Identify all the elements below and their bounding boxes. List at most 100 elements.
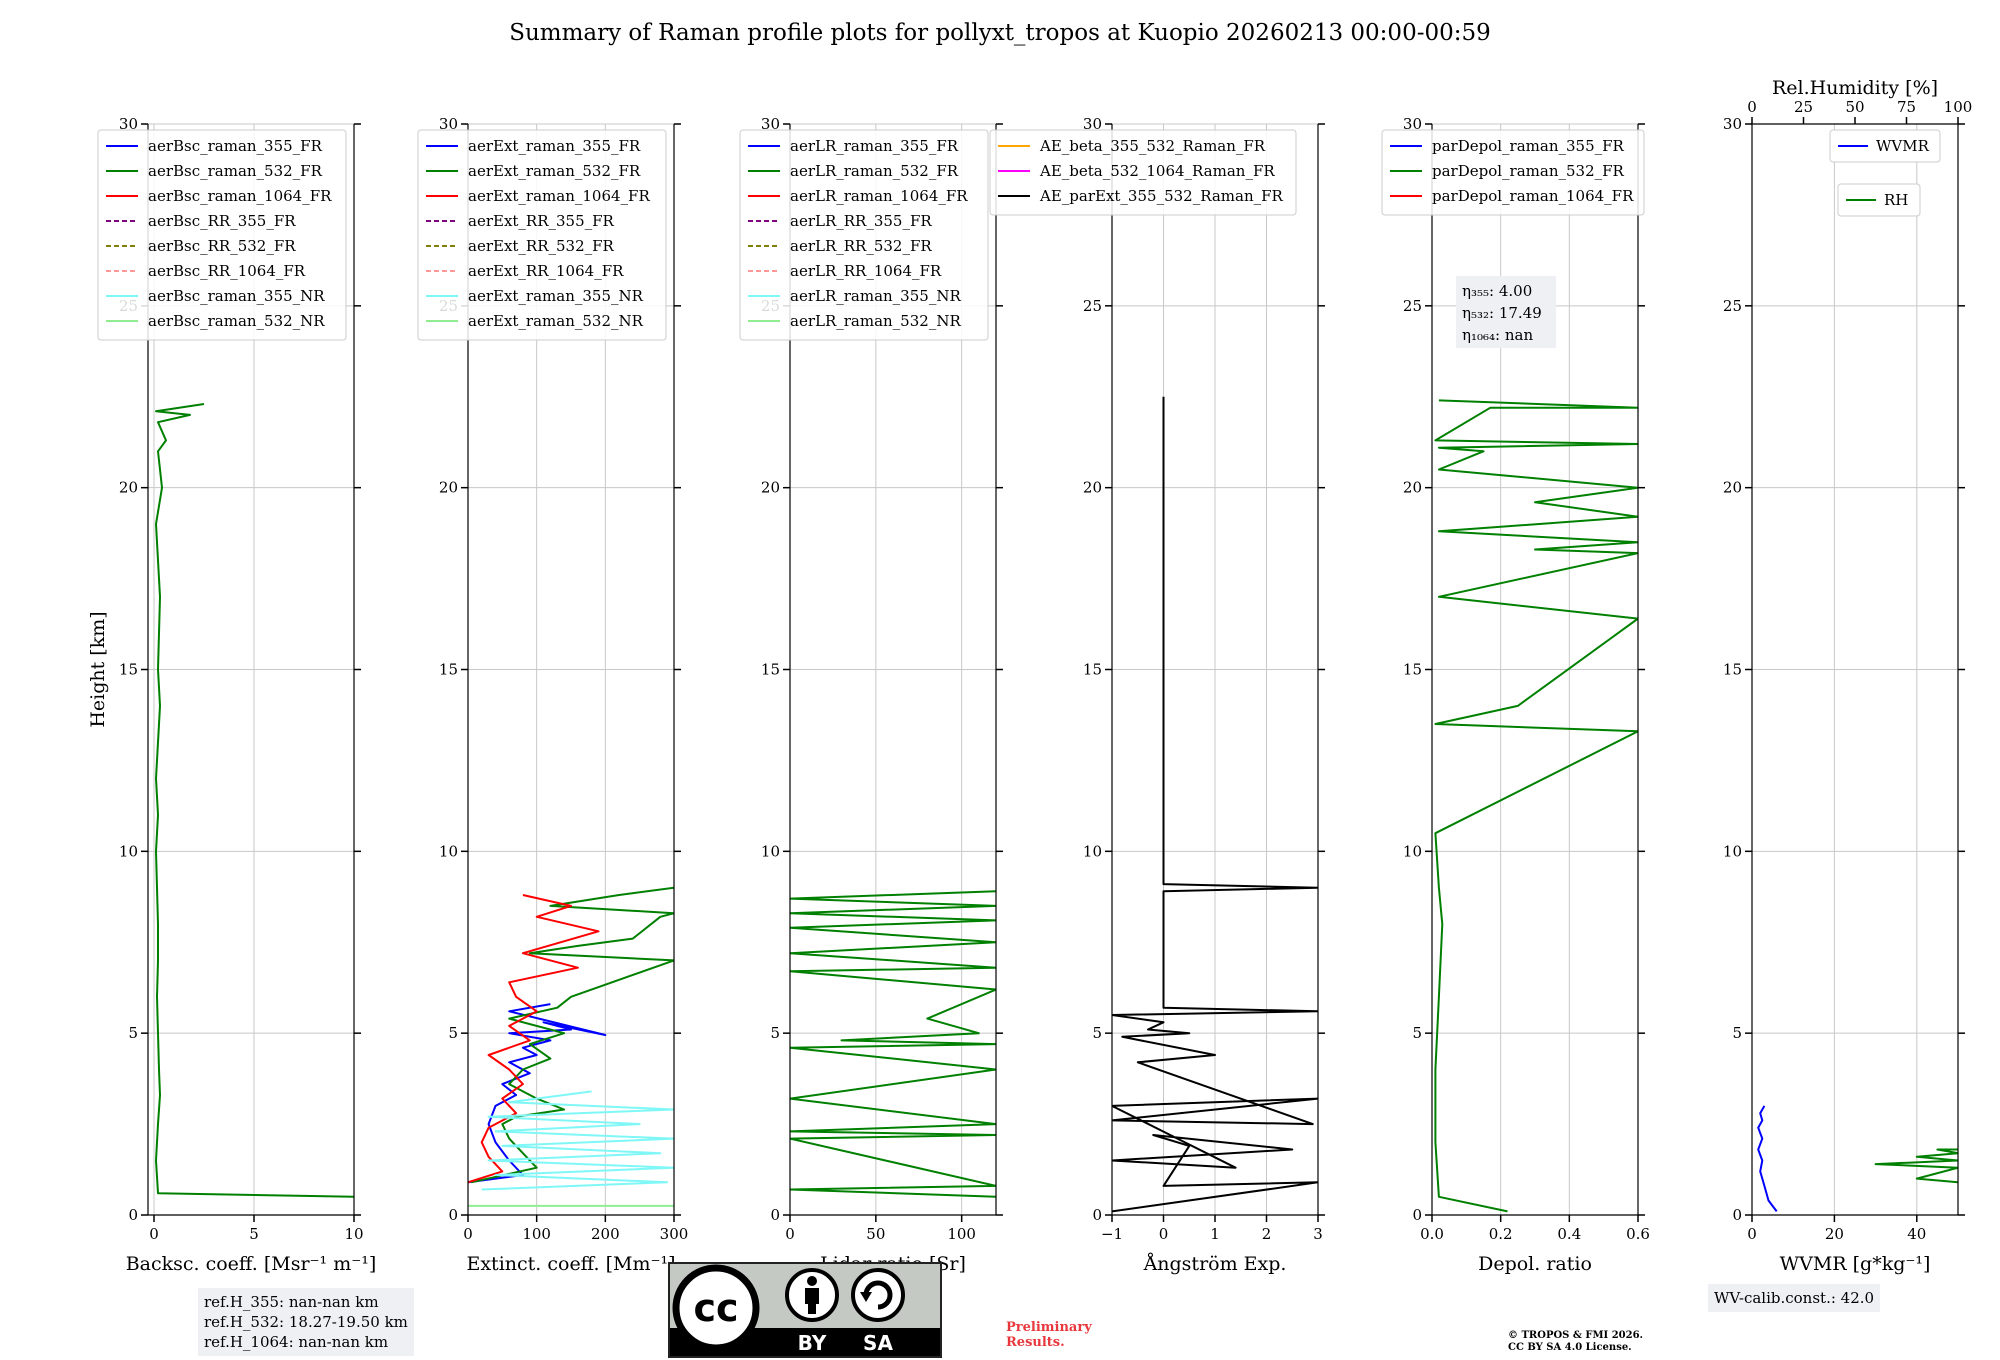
cc-by-text: BY bbox=[798, 1331, 827, 1355]
y-tick-label: 10 bbox=[761, 842, 780, 860]
y-tick-label: 25 bbox=[1083, 297, 1102, 315]
legend-wvmr: WVMR bbox=[1829, 129, 1941, 163]
panel-1: 0510051015202530Backsc. coeff. [Msr⁻¹ m⁻… bbox=[87, 115, 376, 1275]
y-tick-label: 10 bbox=[439, 842, 458, 860]
y-tick-label: 20 bbox=[761, 479, 780, 497]
cc-license-icon: cc BY SA bbox=[670, 1264, 940, 1356]
legend-entry: aerLR_raman_532_NR bbox=[790, 312, 961, 330]
legend-frame bbox=[989, 129, 1297, 216]
plot-area bbox=[155, 403, 354, 1198]
top-x-tick-label: 100 bbox=[1944, 98, 1973, 116]
legend-frame bbox=[739, 129, 989, 341]
series-parDepol_raman_532_FR bbox=[1434, 399, 1638, 1213]
legend-entry: aerBsc_RR_532_FR bbox=[148, 237, 296, 255]
plot-area bbox=[468, 886, 674, 1207]
legend-entry: parDepol_raman_1064_FR bbox=[1432, 187, 1634, 205]
legend-entry: aerExt_raman_532_NR bbox=[468, 312, 644, 330]
series-aerExt_raman_532_FR bbox=[471, 886, 674, 1184]
plot-area bbox=[790, 890, 996, 1198]
legend-frame bbox=[1837, 183, 1921, 217]
x-tick-label: 100 bbox=[947, 1225, 976, 1243]
cc-logo-text: cc bbox=[693, 1286, 738, 1330]
legend-entry: aerExt_RR_355_FR bbox=[468, 212, 615, 230]
y-tick-label: 30 bbox=[119, 115, 138, 133]
y-tick-label: 20 bbox=[1723, 479, 1742, 497]
x-tick-label: 100 bbox=[522, 1225, 551, 1243]
x-tick-label: 20 bbox=[1825, 1225, 1844, 1243]
y-tick-label: 5 bbox=[1412, 1024, 1422, 1042]
legend-entry: aerLR_RR_532_FR bbox=[790, 237, 932, 255]
x-axis-label: WVMR [g*kg⁻¹] bbox=[1780, 1253, 1931, 1275]
x-axis-label: Extinct. coeff. [Mm⁻¹] bbox=[466, 1253, 675, 1275]
legend-entry: aerBsc_RR_1064_FR bbox=[148, 262, 306, 280]
x-tick-label: −1 bbox=[1101, 1225, 1123, 1243]
y-tick-label: 15 bbox=[1723, 661, 1742, 679]
eta-annotation-box: η₃₅₅: 4.00 η₅₃₂: 17.49 η₁₀₆₄: nan bbox=[1456, 276, 1556, 348]
cc-sa-text: SA bbox=[863, 1331, 893, 1355]
series-AE_parExt_355_532_Raman_FR bbox=[1112, 396, 1318, 1213]
y-tick-label: 0 bbox=[448, 1206, 458, 1224]
preliminary-note: Preliminary Results. bbox=[1006, 1320, 1092, 1350]
y-tick-label: 20 bbox=[1403, 479, 1422, 497]
y-tick-label: 30 bbox=[1403, 115, 1422, 133]
y-tick-label: 0 bbox=[1732, 1206, 1742, 1224]
plot-area bbox=[1434, 399, 1638, 1213]
cc-by-sa-badge: cc BY SA bbox=[668, 1262, 942, 1358]
legend-entry: aerBsc_raman_532_FR bbox=[148, 162, 323, 180]
refh-355-text: ref.H_355: nan-nan km bbox=[204, 1293, 379, 1311]
wv-calib-text: WV-calib.const.: 42.0 bbox=[1714, 1289, 1875, 1307]
eta-annotation: η₅₃₂: 17.49 bbox=[1462, 304, 1542, 322]
x-tick-label: 5 bbox=[249, 1225, 259, 1243]
legend-entry: aerExt_raman_532_FR bbox=[468, 162, 641, 180]
top-x-tick-label: 50 bbox=[1845, 98, 1864, 116]
legend-entry: aerExt_RR_1064_FR bbox=[468, 262, 624, 280]
legend-entry: aerBsc_raman_532_NR bbox=[148, 312, 325, 330]
eta-annotation: η₃₅₅: 4.00 bbox=[1462, 282, 1532, 300]
legend-frame bbox=[1381, 129, 1645, 216]
y-tick-label: 10 bbox=[119, 842, 138, 860]
series-aerExt_raman_355_NR bbox=[481, 1090, 674, 1191]
legend-entry: AE_beta_355_532_Raman_FR bbox=[1039, 137, 1266, 155]
y-tick-label: 10 bbox=[1083, 842, 1102, 860]
x-tick-label: 200 bbox=[591, 1225, 620, 1243]
top-x-axis-label: Rel.Humidity [%] bbox=[1772, 77, 1938, 99]
legend-frame bbox=[1829, 129, 1941, 163]
x-axis-label: Ångström Exp. bbox=[1143, 1253, 1287, 1275]
x-tick-label: 0 bbox=[463, 1225, 473, 1243]
y-tick-label: 20 bbox=[439, 479, 458, 497]
series-aerExt_raman_1064_FR bbox=[468, 894, 600, 1184]
legend-entry: RH bbox=[1884, 191, 1908, 209]
x-tick-label: 10 bbox=[344, 1225, 363, 1243]
x-tick-label: 0 bbox=[1747, 1225, 1757, 1243]
y-tick-label: 25 bbox=[1723, 297, 1742, 315]
copyright-line-2: CC BY SA 4.0 License. bbox=[1508, 1342, 1632, 1353]
legend-entry: aerExt_RR_532_FR bbox=[468, 237, 615, 255]
legend-entry: aerBsc_raman_355_NR bbox=[148, 287, 325, 305]
x-tick-label: 1 bbox=[1210, 1225, 1220, 1243]
wv-calibration-box: WV-calib.const.: 42.0 bbox=[1708, 1284, 1881, 1312]
preliminary-line-2: Results. bbox=[1006, 1335, 1065, 1350]
panel-2: 0100200300051015202530Extinct. coeff. [M… bbox=[417, 115, 689, 1275]
legend-frame bbox=[417, 129, 667, 341]
x-tick-label: 300 bbox=[660, 1225, 689, 1243]
y-tick-label: 15 bbox=[1083, 661, 1102, 679]
x-tick-label: 0 bbox=[1159, 1225, 1169, 1243]
series-aerLR_raman_532_FR bbox=[790, 890, 996, 1198]
y-tick-label: 0 bbox=[770, 1206, 780, 1224]
legend-entry: aerExt_raman_355_NR bbox=[468, 287, 644, 305]
preliminary-line-1: Preliminary bbox=[1006, 1320, 1092, 1335]
legend-entry: AE_beta_532_1064_Raman_FR bbox=[1039, 162, 1275, 180]
x-tick-label: 0.4 bbox=[1557, 1225, 1581, 1243]
series-RH bbox=[1874, 1148, 1958, 1184]
plot-area bbox=[1112, 396, 1318, 1213]
legend: aerLR_raman_355_FR aerLR_raman_532_FR aerL… bbox=[739, 129, 989, 341]
legend-entry: aerLR_raman_355_FR bbox=[790, 137, 959, 155]
y-tick-label: 5 bbox=[448, 1024, 458, 1042]
legend: parDepol_raman_355_FR parDepol_raman_532_… bbox=[1381, 129, 1645, 216]
panel-6: 0 20 40 0 25 50 75 100 Rel.Humidity [%] 0 5 10 15 20 2… bbox=[1723, 77, 1972, 1275]
x-tick-label: 50 bbox=[866, 1225, 885, 1243]
legend: aerBsc_raman_355_FR aerBsc_raman_532_FRae… bbox=[97, 129, 347, 341]
y-tick-label: 30 bbox=[439, 115, 458, 133]
